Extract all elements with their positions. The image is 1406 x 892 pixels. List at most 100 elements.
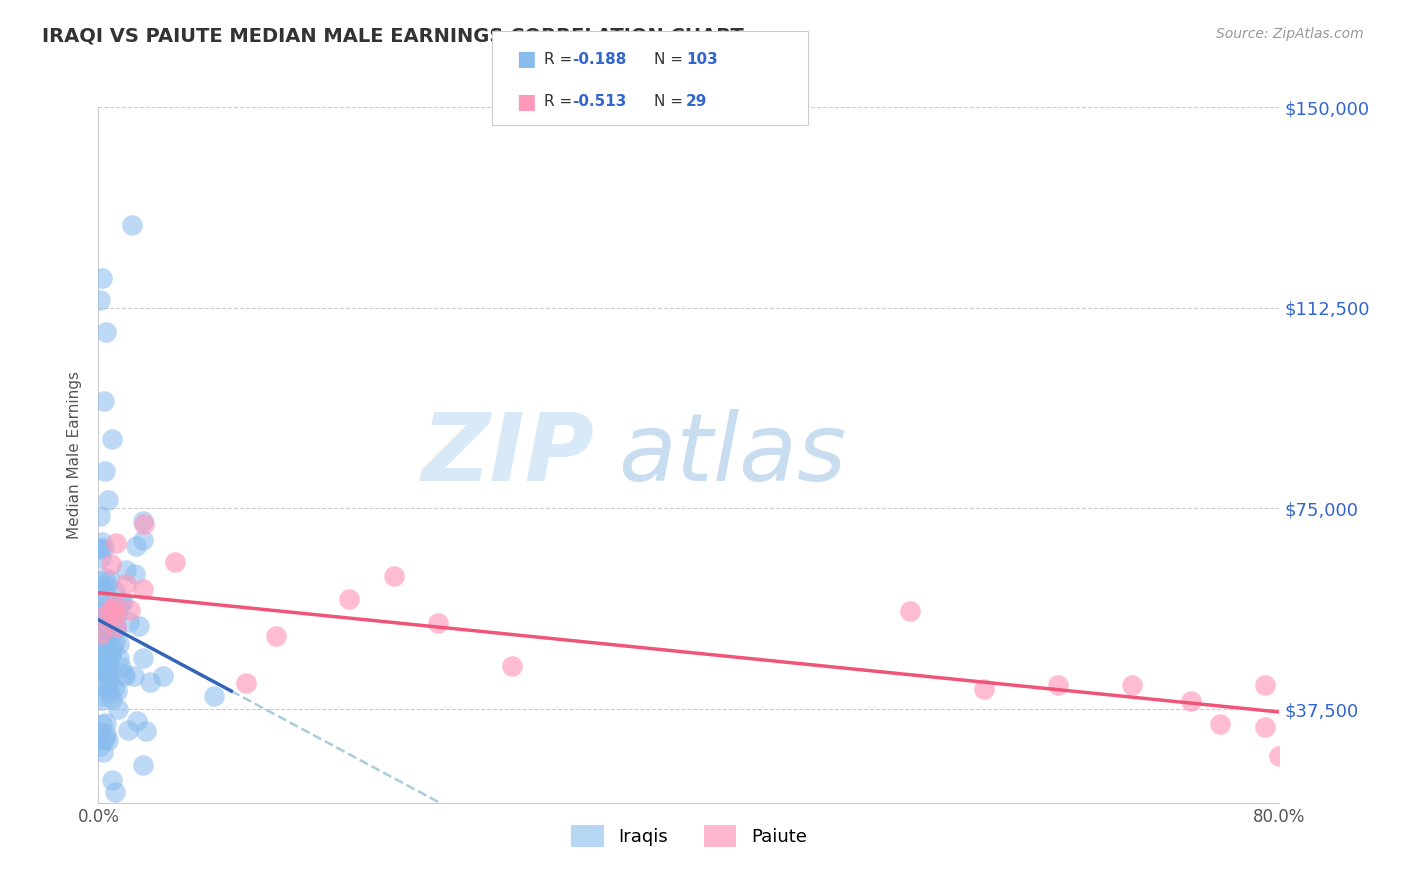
- Point: [93, 609, 115, 624]
- Point: [1180, 694, 1202, 708]
- Point: [93, 617, 115, 632]
- Point: [89, 689, 111, 703]
- Text: ZIP: ZIP: [422, 409, 595, 501]
- Point: [103, 641, 125, 656]
- Point: [94, 571, 117, 585]
- Point: [98, 663, 121, 677]
- Point: [97, 663, 120, 677]
- Point: [104, 597, 127, 611]
- Y-axis label: Median Male Earnings: Median Male Earnings: [67, 371, 83, 539]
- Point: [104, 608, 127, 623]
- Point: [501, 658, 523, 673]
- Point: [90, 542, 112, 557]
- Point: [101, 625, 124, 640]
- Text: -0.513: -0.513: [572, 95, 627, 110]
- Point: [97, 667, 120, 681]
- Point: [89, 591, 111, 606]
- Text: 103: 103: [686, 52, 718, 67]
- Point: [900, 604, 922, 618]
- Point: [98, 603, 121, 617]
- Point: [121, 218, 143, 232]
- Point: [115, 576, 138, 591]
- Point: [132, 582, 155, 596]
- Point: [152, 668, 174, 682]
- Point: [94, 464, 117, 478]
- Point: [131, 514, 153, 528]
- Point: [93, 586, 115, 600]
- Point: [111, 595, 134, 609]
- Point: [1046, 678, 1070, 692]
- Text: N =: N =: [654, 95, 683, 110]
- Point: [89, 600, 111, 615]
- Point: [382, 569, 405, 583]
- Point: [120, 603, 142, 617]
- Point: [112, 666, 135, 681]
- Text: R =: R =: [544, 95, 572, 110]
- Point: [89, 638, 111, 652]
- Point: [100, 557, 122, 571]
- Point: [110, 595, 132, 609]
- Point: [90, 626, 112, 640]
- Text: ■: ■: [516, 49, 536, 70]
- Point: [104, 620, 127, 634]
- Text: IRAQI VS PAIUTE MEDIAN MALE EARNINGS CORRELATION CHART: IRAQI VS PAIUTE MEDIAN MALE EARNINGS COR…: [42, 27, 744, 45]
- Point: [96, 624, 118, 638]
- Point: [101, 602, 124, 616]
- Point: [89, 579, 111, 593]
- Point: [108, 651, 131, 665]
- Text: Source: ZipAtlas.com: Source: ZipAtlas.com: [1216, 27, 1364, 41]
- Point: [94, 636, 117, 650]
- Point: [89, 724, 111, 739]
- Point: [1268, 749, 1291, 764]
- Point: [101, 432, 124, 446]
- Point: [93, 731, 115, 746]
- Point: [117, 723, 139, 738]
- Point: [89, 611, 111, 625]
- Point: [100, 606, 122, 620]
- Point: [108, 637, 131, 651]
- Point: [235, 676, 257, 690]
- Point: [1254, 678, 1277, 692]
- Point: [90, 550, 112, 565]
- Point: [89, 739, 111, 754]
- Text: 29: 29: [686, 95, 707, 110]
- Point: [97, 493, 120, 508]
- Point: [101, 772, 124, 787]
- Point: [91, 745, 114, 759]
- Point: [108, 601, 131, 615]
- Point: [94, 654, 117, 668]
- Point: [101, 692, 124, 706]
- Point: [973, 682, 995, 697]
- Point: [93, 541, 115, 555]
- Point: [89, 653, 111, 667]
- Point: [1209, 717, 1232, 731]
- Point: [104, 785, 127, 799]
- Point: [202, 689, 225, 703]
- Text: N =: N =: [654, 52, 683, 67]
- Point: [132, 533, 155, 547]
- Point: [96, 664, 118, 678]
- Point: [89, 605, 111, 619]
- Point: [114, 669, 136, 683]
- Point: [91, 733, 114, 747]
- Point: [96, 579, 118, 593]
- Point: [94, 727, 117, 741]
- Point: [89, 645, 111, 659]
- Point: [134, 517, 156, 532]
- Point: [105, 619, 128, 633]
- Point: [135, 724, 157, 739]
- Text: atlas: atlas: [619, 409, 846, 500]
- Point: [91, 717, 114, 731]
- Point: [90, 638, 112, 652]
- Point: [1121, 678, 1143, 692]
- Point: [91, 693, 114, 707]
- Point: [89, 508, 111, 523]
- Point: [97, 732, 120, 747]
- Point: [264, 629, 287, 643]
- Point: [122, 668, 145, 682]
- Point: [100, 645, 122, 659]
- Point: [96, 635, 118, 649]
- Point: [97, 678, 120, 692]
- Point: [90, 271, 112, 285]
- Point: [110, 659, 132, 673]
